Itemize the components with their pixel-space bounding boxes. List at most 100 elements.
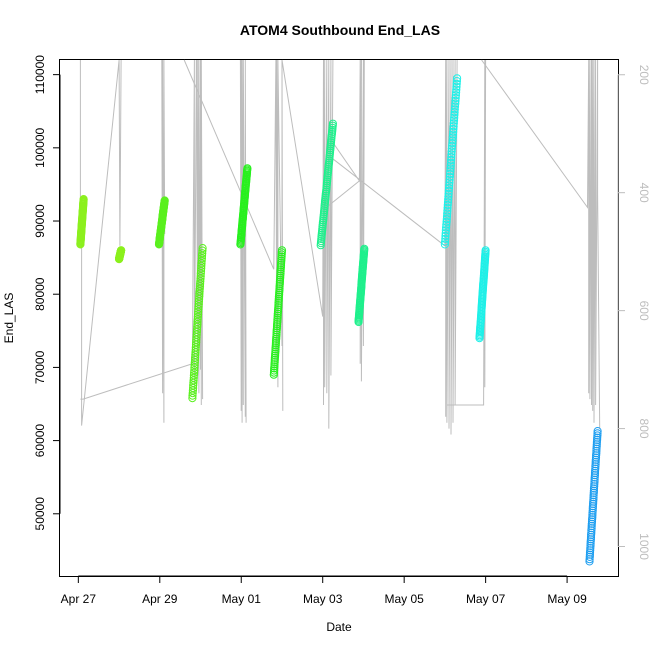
data-point	[192, 330, 201, 339]
data-point	[446, 161, 455, 170]
data-point	[275, 284, 284, 293]
data-point	[447, 155, 456, 165]
data-point	[440, 240, 449, 249]
data-point	[445, 172, 454, 181]
y-right-tick-label: 1000	[637, 533, 650, 560]
data-point	[587, 524, 596, 533]
trace-line	[281, 59, 334, 429]
data-point	[448, 133, 457, 142]
data-point	[449, 124, 458, 134]
data-point	[441, 229, 450, 238]
x-tick-label: May 07	[466, 592, 506, 606]
data-point	[192, 335, 201, 344]
data-point	[447, 147, 456, 156]
data-point	[446, 169, 455, 179]
data-point	[117, 246, 126, 255]
data-point	[588, 510, 597, 520]
data-point	[447, 153, 456, 162]
data-point	[450, 113, 459, 122]
data-point	[445, 178, 454, 187]
data-point	[451, 93, 460, 103]
trace-line	[80, 59, 197, 400]
y-tick-label: 60000	[33, 424, 47, 458]
data-point	[193, 312, 202, 321]
data-point	[198, 249, 207, 258]
x-axis: Apr 27 Apr 29 May 01 May 03 May 05 May 07 May …	[61, 575, 587, 606]
data-point	[586, 546, 595, 555]
data-point	[589, 488, 598, 497]
data-point	[444, 195, 453, 204]
x-tick-label: Apr 29	[142, 592, 178, 606]
data-point	[450, 108, 459, 117]
data-point	[585, 550, 595, 559]
data-point	[592, 442, 601, 451]
data-point	[448, 130, 458, 139]
data-point	[593, 427, 602, 436]
data-point	[272, 330, 281, 339]
x-axis-label: Date	[326, 620, 352, 634]
data-point	[451, 99, 460, 108]
data-point	[79, 195, 88, 204]
data-point	[586, 541, 595, 551]
trace-line	[183, 59, 284, 411]
y-axis-right: 200 400 600 800 1000	[617, 65, 650, 560]
y-tick-label: 100000	[33, 127, 47, 167]
data-point	[444, 189, 453, 198]
data-point	[443, 203, 452, 212]
data-point	[589, 499, 598, 508]
data-point	[447, 150, 456, 159]
data-point	[189, 383, 198, 393]
data-point	[448, 139, 457, 148]
data-point	[191, 348, 200, 357]
data-point	[449, 119, 458, 128]
data-point	[198, 246, 207, 255]
data-point	[593, 435, 602, 444]
y-tick-label: 90000	[33, 204, 47, 238]
data-point	[591, 453, 601, 462]
data-point	[197, 254, 206, 263]
trace-line	[481, 59, 601, 429]
data-point	[190, 366, 199, 375]
data-point	[450, 110, 459, 120]
data-point	[443, 206, 452, 215]
data-point	[195, 294, 204, 304]
y-right-tick-label: 400	[637, 183, 650, 203]
data-point	[590, 482, 599, 491]
trace-line	[330, 59, 458, 435]
data-point	[160, 196, 169, 205]
data-point	[452, 88, 461, 97]
y-tick-label: 110000	[33, 55, 47, 94]
data-point	[452, 77, 461, 86]
data-point	[449, 122, 458, 131]
data-point	[452, 85, 461, 94]
data-point	[591, 460, 600, 469]
plot-area-frame	[59, 59, 619, 577]
data-point	[591, 464, 600, 473]
data-point	[196, 277, 205, 286]
data-point	[587, 521, 596, 531]
data-point	[442, 223, 451, 232]
data-point	[589, 493, 598, 502]
data-point	[193, 317, 202, 326]
data-point	[586, 539, 595, 548]
y-right-tick-label: 800	[637, 419, 650, 439]
data-point	[481, 246, 490, 255]
data-point	[448, 141, 457, 150]
data-point	[589, 495, 598, 504]
data-point	[451, 96, 460, 105]
data-point	[328, 119, 337, 128]
data-point	[593, 431, 602, 440]
y-right-tick-label: 200	[637, 65, 650, 85]
trace-line	[326, 59, 365, 382]
data-point	[442, 215, 451, 224]
data-point	[448, 136, 457, 145]
data-point	[441, 226, 450, 235]
data-point	[441, 234, 450, 243]
data-point	[442, 212, 452, 221]
data-point	[587, 517, 597, 526]
data-point	[591, 457, 600, 467]
data-point	[273, 307, 283, 316]
data-point	[589, 486, 599, 495]
data-point	[195, 289, 204, 298]
data-point	[585, 552, 594, 562]
